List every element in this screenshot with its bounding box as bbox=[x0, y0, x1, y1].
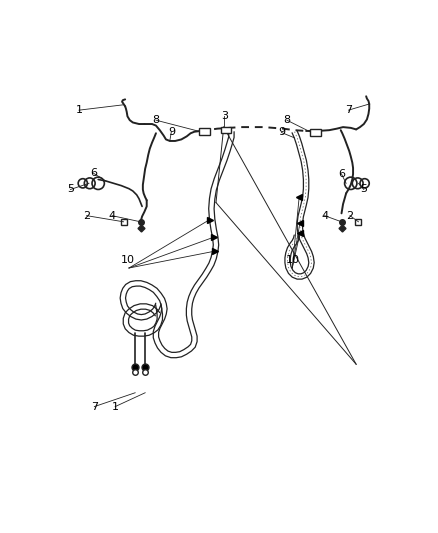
Text: 10: 10 bbox=[286, 255, 300, 265]
Text: 6: 6 bbox=[338, 169, 345, 179]
Text: 5: 5 bbox=[360, 184, 367, 195]
Text: 7: 7 bbox=[91, 401, 98, 411]
Text: 9: 9 bbox=[168, 127, 175, 137]
Text: 5: 5 bbox=[67, 184, 74, 195]
Text: 6: 6 bbox=[90, 168, 97, 179]
Text: 1: 1 bbox=[75, 105, 82, 115]
Text: 2: 2 bbox=[346, 211, 353, 221]
Text: 7: 7 bbox=[345, 105, 352, 115]
Text: 4: 4 bbox=[321, 211, 328, 221]
Text: 3: 3 bbox=[221, 111, 228, 122]
Bar bbox=[310, 130, 321, 136]
Text: 4: 4 bbox=[109, 211, 116, 221]
Bar bbox=[221, 127, 231, 133]
Text: 10: 10 bbox=[121, 255, 135, 265]
Text: 1: 1 bbox=[112, 401, 119, 411]
Text: 2: 2 bbox=[83, 211, 90, 221]
Text: 8: 8 bbox=[283, 115, 290, 125]
Text: 9: 9 bbox=[278, 127, 285, 138]
Text: 8: 8 bbox=[152, 115, 159, 125]
Bar bbox=[199, 128, 210, 135]
